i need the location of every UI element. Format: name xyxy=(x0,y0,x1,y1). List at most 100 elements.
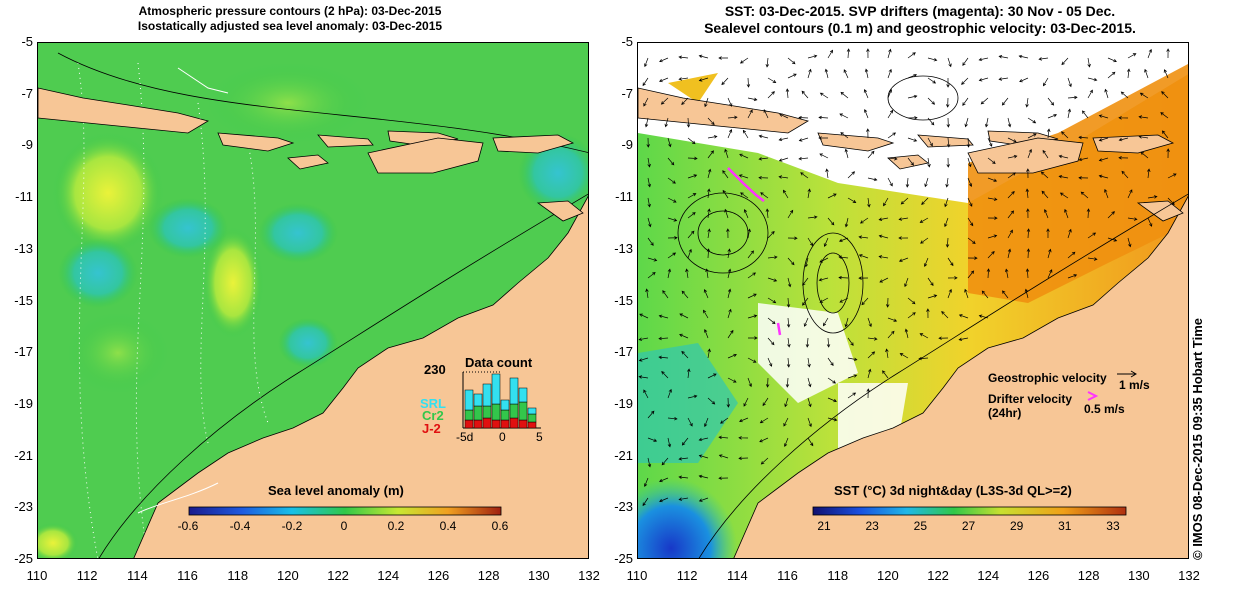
velocity-arrow xyxy=(661,371,669,379)
count-bar xyxy=(464,419,474,429)
copyright-label: © IMOS 08-Dec-2015 09:35 Hobart Time xyxy=(1190,318,1205,560)
geostrophic-velocity-label: Geostrophic velocity xyxy=(988,371,1107,385)
velocity-arrow xyxy=(667,197,677,203)
y-tick-label: -7 xyxy=(21,85,33,101)
velocity-arrow xyxy=(785,88,790,99)
right-title-line2: Sealevel contours (0.1 m) and geostrophi… xyxy=(704,20,1136,36)
velocity-arrow xyxy=(882,370,889,379)
x-tick-label: 118 xyxy=(827,568,849,583)
velocity-arrow xyxy=(1167,197,1175,206)
velocity-arrow xyxy=(798,137,809,142)
velocity-arrow xyxy=(638,337,649,341)
velocity-arrow xyxy=(678,497,689,501)
x-tick-label: 126 xyxy=(1027,568,1050,583)
velocity-arrow xyxy=(664,117,669,128)
velocity-arrow xyxy=(747,97,758,102)
count-bar xyxy=(518,387,528,403)
velocity-arrow xyxy=(727,97,733,107)
velocity-arrow xyxy=(827,49,833,59)
velocity-arrow xyxy=(1026,208,1030,219)
velocity-arrow xyxy=(798,115,809,120)
count-bar xyxy=(482,383,492,407)
count-bar xyxy=(473,393,483,407)
velocity-arrow xyxy=(844,317,849,328)
velocity-arrow xyxy=(923,257,929,268)
velocity-arrow xyxy=(899,353,909,359)
velocity-arrow xyxy=(681,290,689,299)
velocity-arrow xyxy=(958,337,969,341)
x-tick-label: 122 xyxy=(327,568,349,583)
velocity-arrow xyxy=(787,57,796,65)
velocity-arrow xyxy=(847,197,857,203)
x-tick-label: 114 xyxy=(126,568,148,583)
velocity-arrow xyxy=(687,212,696,219)
velocity-arrow xyxy=(927,157,931,168)
velocity-arrow xyxy=(938,336,949,340)
velocity-arrow xyxy=(727,288,732,299)
velocity-arrow xyxy=(1027,148,1032,159)
velocity-arrow xyxy=(687,174,698,179)
velocity-arrow xyxy=(786,357,791,368)
count-bar xyxy=(491,419,501,429)
velocity-arrow xyxy=(1026,248,1031,259)
velocity-arrow xyxy=(907,116,918,120)
y-tick-label: -23 xyxy=(614,499,633,515)
y-tick-label: -17 xyxy=(14,344,33,360)
velocity-arrow xyxy=(1067,228,1072,239)
velocity-arrow xyxy=(758,176,769,180)
velocity-arrow xyxy=(807,237,814,247)
velocity-arrow xyxy=(707,168,712,179)
velocity-arrow xyxy=(667,252,677,259)
velocity-arrow xyxy=(861,297,869,306)
velocity-arrow xyxy=(785,377,790,388)
velocity-arrow xyxy=(698,497,709,502)
velocity-arrow xyxy=(802,297,809,306)
velocity-arrow xyxy=(887,68,892,79)
velocity-arrow xyxy=(967,157,972,168)
count-bar xyxy=(518,401,528,421)
velocity-arrow xyxy=(667,268,672,279)
sla-colorbar-title: Sea level anomaly (m) xyxy=(268,483,404,498)
velocity-arrow xyxy=(743,209,749,219)
velocity-arrow xyxy=(1118,137,1129,142)
velocity-arrow xyxy=(887,88,893,99)
velocity-arrow xyxy=(681,437,689,446)
legend-cr2: Cr2 xyxy=(422,408,444,423)
velocity-arrow xyxy=(698,474,709,479)
velocity-arrow xyxy=(727,308,732,319)
velocity-arrow xyxy=(1087,257,1098,261)
velocity-arrow xyxy=(944,217,949,228)
count-bar xyxy=(473,419,483,429)
x-tick-label: 120 xyxy=(877,568,899,583)
colorbar-tick-label: 0.2 xyxy=(387,519,405,533)
velocity-arrow xyxy=(927,277,934,287)
sea-level-anomaly-map xyxy=(37,42,589,559)
velocity-arrow xyxy=(944,197,949,208)
data-count-x-right: 5 xyxy=(536,430,543,444)
velocity-arrow xyxy=(646,137,650,148)
velocity-arrow xyxy=(778,157,789,162)
velocity-arrow xyxy=(707,188,711,199)
velocity-arrow xyxy=(1163,69,1169,79)
velocity-arrow xyxy=(678,457,689,461)
velocity-arrow xyxy=(827,357,834,366)
velocity-arrow xyxy=(787,73,797,79)
velocity-arrow xyxy=(1161,130,1169,139)
velocity-arrow xyxy=(724,148,729,159)
velocity-arrow xyxy=(727,129,733,139)
y-tick-label: -25 xyxy=(614,551,633,566)
velocity-arrow xyxy=(863,89,869,99)
velocity-arrow xyxy=(838,237,849,242)
velocity-arrow xyxy=(1166,148,1170,159)
velocity-arrow xyxy=(824,68,829,79)
velocity-arrow xyxy=(998,55,1009,59)
velocity-arrow xyxy=(919,217,929,223)
velocity-arrow xyxy=(1002,290,1009,299)
velocity-arrow xyxy=(681,97,689,105)
y-tick-label: -13 xyxy=(614,240,633,256)
velocity-arrow xyxy=(819,297,829,303)
velocity-arrow xyxy=(767,317,776,325)
velocity-arrow xyxy=(747,336,758,340)
colorbar-tick-label: 29 xyxy=(1009,519,1024,533)
y-tick-label: -21 xyxy=(14,447,33,463)
